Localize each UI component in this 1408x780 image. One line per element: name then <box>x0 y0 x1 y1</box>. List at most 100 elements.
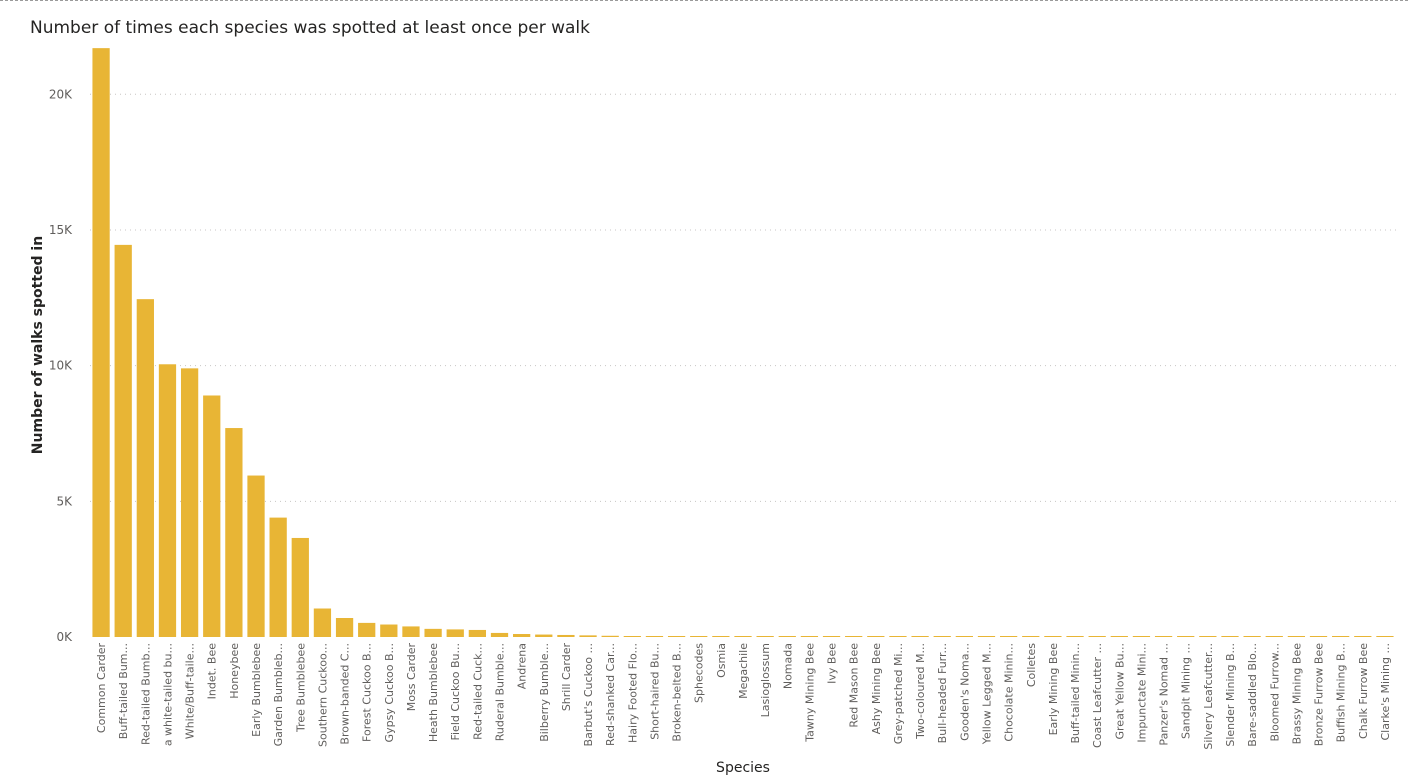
bar <box>1332 636 1350 637</box>
bar <box>446 629 464 637</box>
x-tick-label: Ruderal Bumble... <box>494 643 507 741</box>
x-tick-label: a white-tailed bu... <box>161 643 174 746</box>
x-tick-label: Panzer's Nomad ... <box>1158 643 1171 746</box>
bar <box>291 537 309 637</box>
y-tick-label: 15K <box>49 223 73 237</box>
x-tick-label: Silvery Leafcutter... <box>1202 643 1215 750</box>
bar <box>1066 636 1084 637</box>
x-tick-label: Honeybee <box>228 643 241 699</box>
y-tick-label: 10K <box>49 359 73 373</box>
bar <box>955 636 973 637</box>
bar <box>1132 636 1151 637</box>
bar <box>800 636 819 637</box>
x-tick-label: Shrill Carder <box>560 643 573 712</box>
x-tick-label: Impunctate Mini... <box>1135 643 1148 743</box>
bar <box>269 517 287 637</box>
bar <box>535 634 553 637</box>
bar <box>712 636 730 637</box>
x-tick-label: Bare-saddled Blo... <box>1246 643 1259 747</box>
x-tick-label: Colletes <box>1025 643 1038 687</box>
x-tick-label: Clarke's Mining ... <box>1379 643 1392 741</box>
bar <box>734 636 752 637</box>
x-tick-label: Red-tailed Bumb... <box>139 643 152 745</box>
x-tick-label: Heath Bumblebee <box>427 643 440 742</box>
x-tick-label: Coast Leafcutter ... <box>1091 643 1104 748</box>
x-tick-label: Osmia <box>715 643 728 678</box>
bar <box>999 636 1018 637</box>
chart-title: Number of times each species was spotted… <box>30 18 590 38</box>
x-tick-label: Yellow Legged M... <box>980 643 993 745</box>
x-tick-label: Bloomed Furrow... <box>1268 643 1281 742</box>
bar <box>845 636 863 637</box>
bar <box>1265 636 1283 637</box>
bar <box>601 635 619 637</box>
bar <box>1354 636 1372 637</box>
x-tick-label: Sphecodes <box>693 643 706 703</box>
bar <box>889 636 907 637</box>
x-tick-label: Lasioglossum <box>759 643 772 717</box>
x-tick-label: Buff-tailed Minin... <box>1069 643 1082 744</box>
bar <box>468 629 487 637</box>
bar <box>1199 636 1217 637</box>
bar <box>977 636 996 637</box>
x-tick-label: Indet. Bee <box>206 643 219 700</box>
bar <box>1221 636 1239 637</box>
x-tick-label: Buff-tailed Bum... <box>117 643 130 739</box>
bar <box>136 299 154 637</box>
x-tick-label: White/Buff-taile... <box>184 643 197 739</box>
x-tick-label: Red Mason Bee <box>848 643 861 728</box>
bar <box>180 368 199 637</box>
x-tick-label: Forest Cuckoo B... <box>361 643 374 742</box>
x-tick-label: Ashy Mining Bee <box>870 643 883 735</box>
bar <box>513 634 531 637</box>
bar <box>1044 636 1062 637</box>
x-tick-label: Slender Mining B... <box>1224 643 1237 747</box>
bar <box>822 636 841 637</box>
bar <box>92 48 110 637</box>
x-tick-label: Moss Carder <box>405 643 418 712</box>
x-tick-label: Field Cuckoo Bu... <box>449 643 462 741</box>
x-tick-label: Buffish Mining B... <box>1335 643 1348 742</box>
bar <box>313 608 332 637</box>
bar <box>1287 636 1306 637</box>
bar <box>114 244 132 637</box>
x-tick-label: Gooden's Noma... <box>958 643 971 741</box>
bar <box>158 364 177 637</box>
bar <box>203 395 221 637</box>
x-tick-label: Early Bumblebee <box>250 643 263 737</box>
bar <box>424 628 442 637</box>
x-tick-label: Chocolate Minin... <box>1003 643 1016 742</box>
x-tick-label: Bronze Furrow Bee <box>1313 643 1326 746</box>
bar <box>911 636 929 637</box>
x-tick-label: Tawny Mining Bee <box>803 643 816 743</box>
x-tick-label: Short-haired Bu... <box>648 643 661 740</box>
y-tick-label: 20K <box>49 87 73 101</box>
x-tick-label: Barbut's Cuckoo ... <box>582 643 595 746</box>
x-tick-label: Chalk Furrow Bee <box>1357 643 1370 739</box>
x-axis-label: Species <box>716 760 770 776</box>
y-tick-label: 5K <box>56 494 73 508</box>
x-tick-label: Garden Bumbleb... <box>272 643 285 746</box>
x-tick-label: Red-shanked Car... <box>604 643 617 746</box>
bar <box>933 636 951 637</box>
x-tick-label: Red-tailed Cuck... <box>471 643 484 740</box>
x-tick-label: Sandpit Mining ... <box>1180 643 1193 739</box>
x-tick-label: Bull-headed Furr... <box>936 643 949 743</box>
x-tick-label: Megachile <box>737 643 750 699</box>
bar <box>623 636 641 637</box>
bar <box>247 475 265 637</box>
bar <box>1177 636 1195 637</box>
bar <box>335 618 354 637</box>
bar <box>557 634 575 637</box>
bar <box>1088 636 1106 637</box>
bar <box>645 636 664 637</box>
bar <box>1243 636 1261 637</box>
x-tick-label: Ivy Bee <box>826 643 839 684</box>
x-tick-label: Brassy Mining Bee <box>1290 643 1303 745</box>
bar <box>756 636 774 637</box>
bar <box>380 624 398 637</box>
x-tick-label: Gypsy Cuckoo B... <box>383 643 396 742</box>
visual-border <box>0 0 1408 1</box>
bar <box>402 626 420 637</box>
